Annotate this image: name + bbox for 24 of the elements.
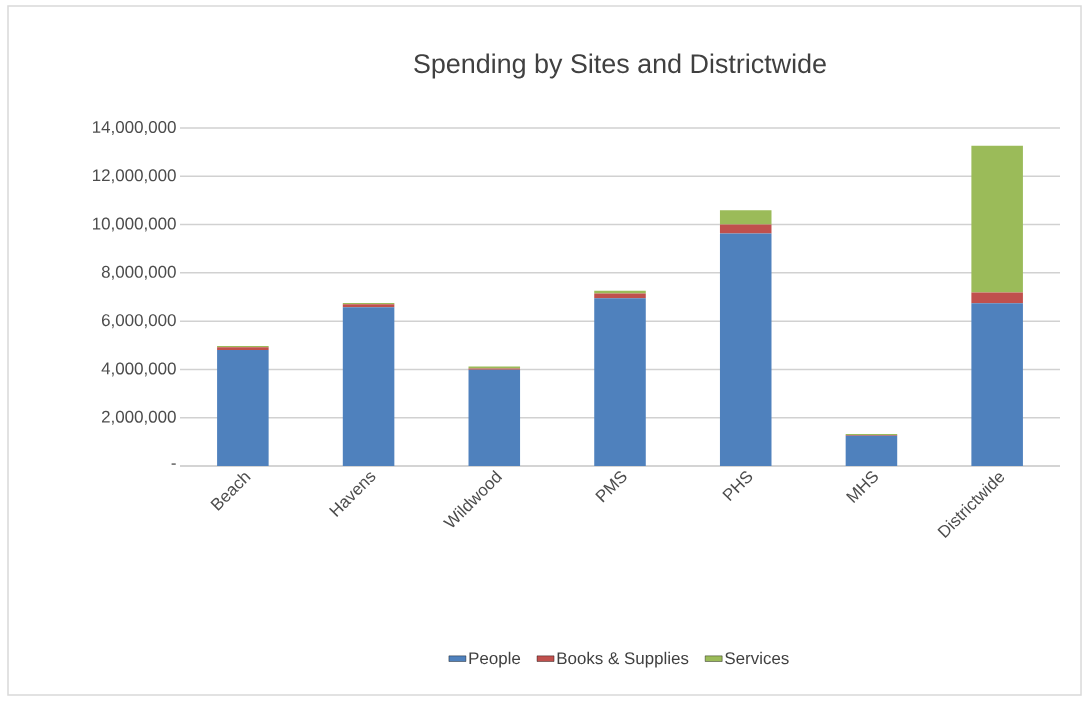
legend-label: People <box>469 651 521 668</box>
chart-title: Spending by Sites and Districtwide <box>414 53 826 79</box>
bar <box>594 293 646 299</box>
bar <box>971 145 1023 293</box>
bar <box>719 233 772 466</box>
y-tick-label: 2,000,000 <box>101 410 176 425</box>
bar <box>468 369 521 466</box>
y-tick-label: 10,000,000 <box>93 217 176 232</box>
bar <box>971 292 1023 304</box>
bar <box>594 298 646 466</box>
y-tick-label: 12,000,000 <box>93 169 176 184</box>
y-tick-label: 8,000,000 <box>101 265 176 280</box>
y-tick-label: 6,000,000 <box>101 314 176 329</box>
bar <box>217 350 269 466</box>
y-tick-label: 4,000,000 <box>101 362 176 377</box>
bar <box>971 303 1023 466</box>
y-tick-label: - <box>171 463 176 465</box>
bar <box>719 224 772 234</box>
legend-label: Books & Supplies <box>557 651 689 668</box>
legend-label: Services <box>725 651 789 665</box>
bar <box>845 435 898 466</box>
y-tick-label: 14,000,000 <box>93 121 176 135</box>
bar <box>719 210 772 225</box>
bar <box>342 307 395 466</box>
